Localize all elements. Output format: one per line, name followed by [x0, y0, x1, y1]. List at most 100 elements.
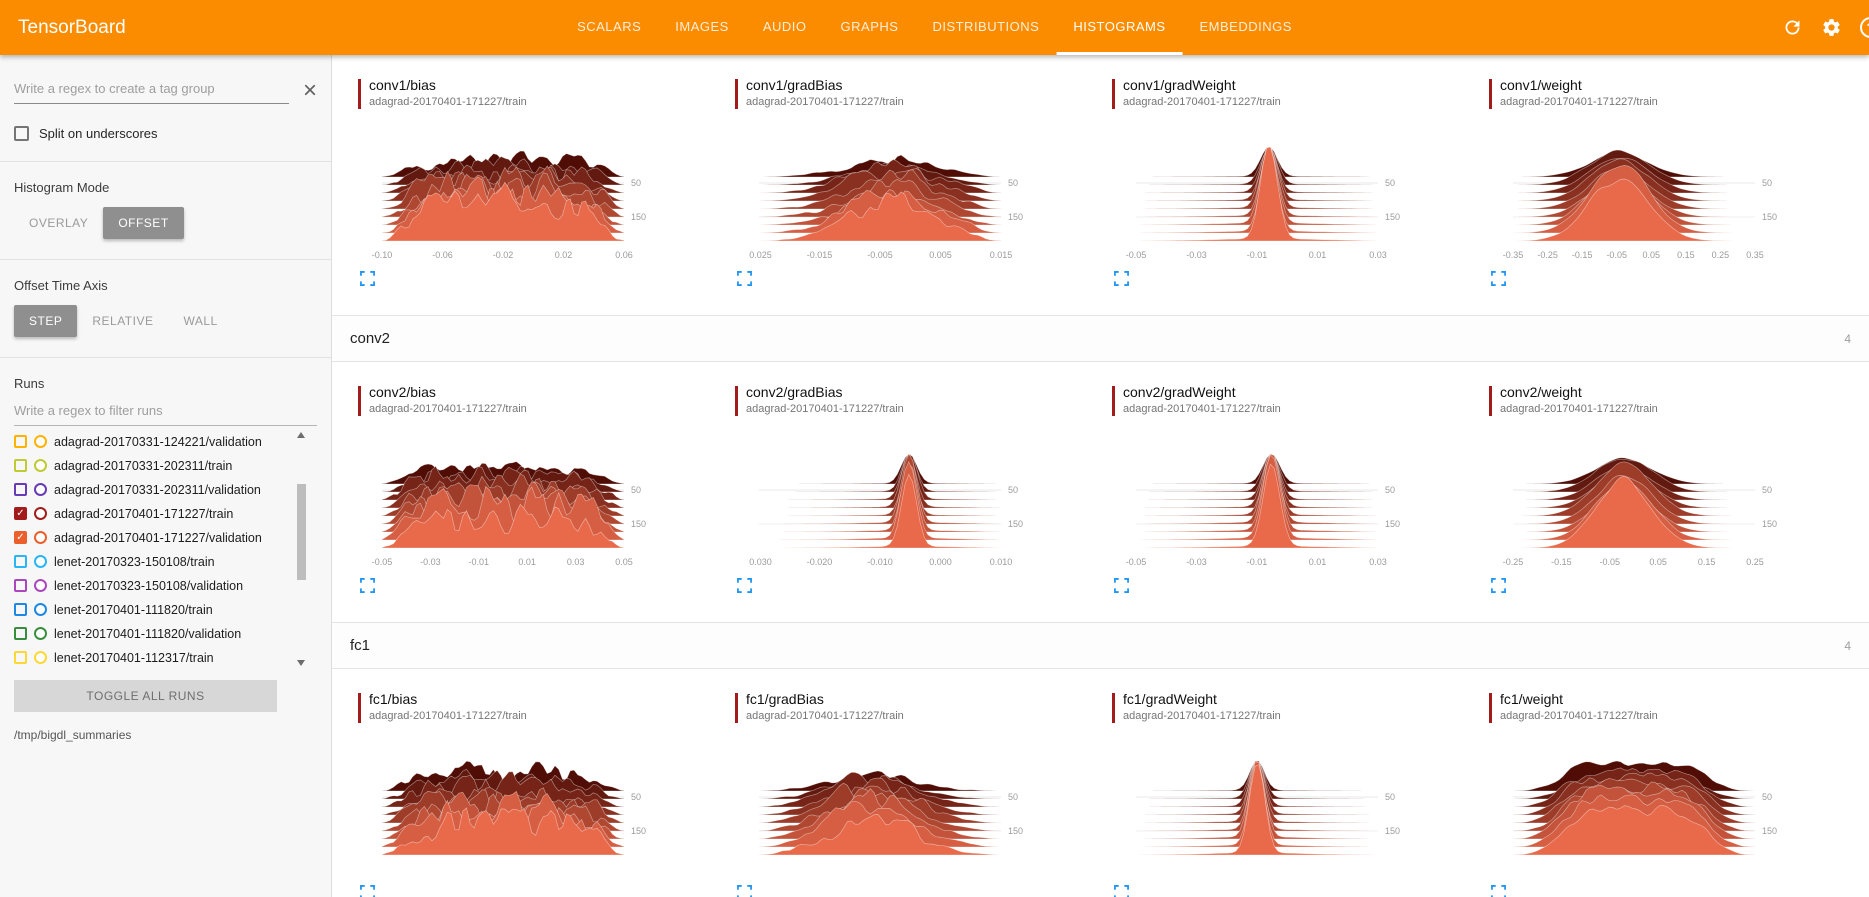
- run-checkbox[interactable]: [14, 459, 27, 472]
- run-checkbox[interactable]: [14, 579, 27, 592]
- run-checkbox[interactable]: [14, 651, 27, 664]
- run-item[interactable]: lenet-20170401-112317/train: [14, 646, 277, 670]
- axis-wall-button[interactable]: WALL: [168, 305, 232, 337]
- expand-icon[interactable]: [360, 271, 376, 287]
- svg-text:-0.01: -0.01: [1247, 557, 1268, 567]
- nav-tab-distributions[interactable]: DISTRIBUTIONS: [932, 18, 1040, 34]
- expand-icon[interactable]: [360, 578, 376, 594]
- run-checkbox[interactable]: ✓: [14, 507, 27, 520]
- scroll-down-icon[interactable]: [297, 660, 305, 666]
- expand-icon[interactable]: [360, 885, 376, 897]
- expand-icon[interactable]: [1114, 885, 1130, 897]
- section-header[interactable]: conv2 4: [332, 315, 1869, 362]
- run-item[interactable]: adagrad-20170331-124221/validation: [14, 430, 277, 454]
- mode-offset-button[interactable]: OFFSET: [103, 207, 184, 239]
- nav-tab-histograms[interactable]: HISTOGRAMS: [1056, 0, 1183, 55]
- split-underscores-checkbox[interactable]: Split on underscores: [14, 126, 317, 141]
- run-checkbox[interactable]: [14, 627, 27, 640]
- histogram-chart[interactable]: 50 150 -0.25 -0.15 -0.05 0.05 0.15 0.25: [1503, 438, 1803, 570]
- card-run-name: adagrad-20170401-171227/train: [1123, 710, 1281, 722]
- cards-row: conv1/bias adagrad-20170401-171227/train…: [332, 55, 1869, 311]
- run-item[interactable]: lenet-20170323-150108/validation: [14, 574, 277, 598]
- card-title: fc1/bias: [369, 691, 418, 707]
- svg-text:-0.06: -0.06: [432, 250, 453, 260]
- refresh-button[interactable]: [1782, 17, 1803, 38]
- card-run-name: adagrad-20170401-171227/train: [369, 403, 527, 415]
- settings-button[interactable]: [1821, 17, 1842, 38]
- run-item[interactable]: adagrad-20170331-202311/train: [14, 454, 277, 478]
- card-accent-bar: [735, 386, 738, 416]
- expand-icon[interactable]: [1491, 271, 1507, 287]
- expand-icon[interactable]: [737, 578, 753, 594]
- svg-text:0.05: 0.05: [615, 557, 633, 567]
- run-checkbox[interactable]: [14, 483, 27, 496]
- mode-overlay-button[interactable]: OVERLAY: [14, 207, 103, 239]
- histogram-chart[interactable]: 50 150: [372, 745, 672, 877]
- run-checkbox[interactable]: [14, 555, 27, 568]
- runs-scrollbar[interactable]: [295, 432, 307, 666]
- tag-filter-input[interactable]: [14, 75, 289, 104]
- histogram-chart[interactable]: 50 150 -0.025 -0.015 -0.005 0.005 0.015: [749, 131, 1049, 263]
- nav-tab-images[interactable]: IMAGES: [675, 18, 729, 34]
- run-item[interactable]: ✓ adagrad-20170401-171227/train: [14, 502, 277, 526]
- section-header[interactable]: fc1 4: [332, 622, 1869, 669]
- app-header: TensorBoard SCALARS IMAGES AUDIO GRAPHS DIST…: [0, 0, 1869, 55]
- expand-icon[interactable]: [1491, 885, 1507, 897]
- expand-icon[interactable]: [737, 271, 753, 287]
- svg-text:-0.05: -0.05: [1126, 250, 1146, 260]
- run-filter-input[interactable]: [14, 397, 317, 426]
- card-title: conv1/bias: [369, 77, 436, 93]
- svg-text:0.05: 0.05: [1649, 557, 1667, 567]
- card-title: fc1/gradBias: [746, 691, 824, 707]
- histogram-chart[interactable]: 50 150 -0.05 -0.03 -0.01 0.01 0.03: [1126, 131, 1426, 263]
- card-header: conv2/bias adagrad-20170401-171227/train: [358, 384, 723, 416]
- nav-tab-embeddings[interactable]: EMBEDDINGS: [1199, 18, 1292, 34]
- histogram-chart[interactable]: 50 150: [749, 745, 1049, 877]
- run-color-circle: [34, 579, 47, 592]
- axis-step-button[interactable]: STEP: [14, 305, 78, 337]
- nav-tab-graphs[interactable]: GRAPHS: [840, 18, 899, 34]
- expand-icon[interactable]: [737, 885, 753, 897]
- svg-text:-0.030: -0.030: [749, 557, 772, 567]
- nav-tab-scalars[interactable]: SCALARS: [577, 18, 642, 34]
- run-checkbox[interactable]: [14, 435, 27, 448]
- histogram-chart[interactable]: 50 150 -0.030 -0.020 -0.010 0.000 0.010: [749, 438, 1049, 570]
- toggle-all-runs-button[interactable]: TOGGLE ALL RUNS: [14, 680, 277, 712]
- svg-text:0.03: 0.03: [1369, 250, 1387, 260]
- tag-section: conv2 4 conv2/bias adagrad-20170401-1712…: [332, 315, 1869, 618]
- expand-icon[interactable]: [1491, 578, 1507, 594]
- cards-row: conv2/bias adagrad-20170401-171227/train…: [332, 362, 1869, 618]
- axis-relative-button[interactable]: RELATIVE: [77, 305, 168, 337]
- run-item[interactable]: lenet-20170401-111820/validation: [14, 622, 277, 646]
- histogram-chart[interactable]: 50 150: [1503, 745, 1803, 877]
- histogram-chart[interactable]: 50 150 -0.10 -0.06 -0.02 0.02 0.06: [372, 131, 672, 263]
- card-accent-bar: [358, 386, 361, 416]
- histogram-chart[interactable]: 50 150 -0.05 -0.03 -0.01 0.01 0.03: [1126, 438, 1426, 570]
- svg-text:-0.15: -0.15: [1572, 250, 1593, 260]
- help-button[interactable]: ?: [1860, 17, 1869, 38]
- scroll-up-icon[interactable]: [297, 432, 305, 438]
- run-item[interactable]: adagrad-20170331-202311/validation: [14, 478, 277, 502]
- run-label: lenet-20170401-112317/train: [54, 651, 214, 665]
- histogram-chart[interactable]: 50 150 -0.05 -0.03 -0.01 0.01 0.03 0.05: [372, 438, 672, 570]
- svg-text:50: 50: [1008, 178, 1018, 188]
- expand-icon[interactable]: [1114, 578, 1130, 594]
- run-item[interactable]: lenet-20170323-150108/train: [14, 550, 277, 574]
- histogram-chart[interactable]: 50 150: [1126, 745, 1426, 877]
- run-checkbox[interactable]: ✓: [14, 531, 27, 544]
- card-title: conv1/gradBias: [746, 77, 843, 93]
- histogram-card: conv2/weight adagrad-20170401-171227/tra…: [1489, 384, 1854, 606]
- nav-tab-audio[interactable]: AUDIO: [762, 18, 807, 34]
- run-color-circle: [34, 651, 47, 664]
- histogram-card: conv1/gradBias adagrad-20170401-171227/t…: [735, 77, 1100, 299]
- run-item[interactable]: lenet-20170401-111820/train: [14, 598, 277, 622]
- scrollbar-thumb[interactable]: [296, 484, 306, 580]
- svg-text:0.005: 0.005: [929, 250, 952, 260]
- run-checkbox[interactable]: [14, 603, 27, 616]
- run-item[interactable]: ✓ adagrad-20170401-171227/validation: [14, 526, 277, 550]
- close-icon[interactable]: ×: [302, 77, 317, 104]
- histogram-chart[interactable]: 50 150 -0.35 -0.25 -0.15 -0.05 0.05 0.15 0.25 0.3…: [1503, 131, 1803, 263]
- expand-icon[interactable]: [1114, 271, 1130, 287]
- help-icon: ?: [1860, 17, 1869, 38]
- run-color-circle: [34, 603, 47, 616]
